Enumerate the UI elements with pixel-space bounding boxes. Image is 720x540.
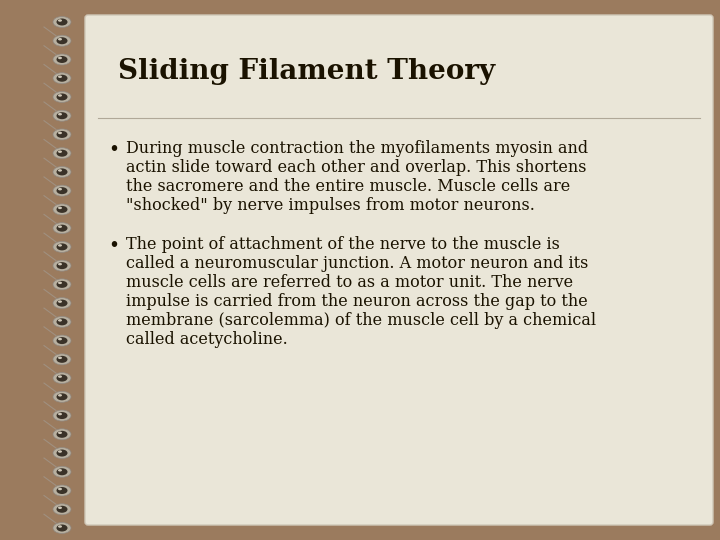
- Ellipse shape: [53, 166, 71, 178]
- Ellipse shape: [53, 260, 71, 271]
- Ellipse shape: [58, 169, 62, 172]
- Ellipse shape: [56, 487, 68, 494]
- Ellipse shape: [56, 375, 68, 382]
- Ellipse shape: [53, 241, 71, 252]
- Ellipse shape: [53, 147, 71, 159]
- Ellipse shape: [58, 319, 62, 322]
- Ellipse shape: [58, 450, 62, 453]
- Ellipse shape: [53, 316, 71, 327]
- Ellipse shape: [53, 185, 71, 196]
- Ellipse shape: [56, 150, 68, 157]
- Ellipse shape: [58, 488, 62, 490]
- Text: impulse is carried from the neuron across the gap to the: impulse is carried from the neuron acros…: [126, 293, 588, 310]
- Ellipse shape: [53, 129, 71, 140]
- Text: actin slide toward each other and overlap. This shortens: actin slide toward each other and overla…: [126, 159, 587, 176]
- Ellipse shape: [53, 222, 71, 234]
- Ellipse shape: [56, 225, 68, 232]
- Ellipse shape: [53, 373, 71, 383]
- Ellipse shape: [58, 525, 62, 528]
- Text: the sacromere and the entire muscle. Muscle cells are: the sacromere and the entire muscle. Mus…: [126, 178, 570, 195]
- Ellipse shape: [53, 523, 71, 534]
- Ellipse shape: [53, 448, 71, 458]
- Ellipse shape: [53, 410, 71, 421]
- Ellipse shape: [56, 524, 68, 531]
- Ellipse shape: [56, 337, 68, 344]
- Text: Sliding Filament Theory: Sliding Filament Theory: [118, 58, 495, 85]
- Ellipse shape: [56, 93, 68, 100]
- Ellipse shape: [58, 431, 62, 434]
- Ellipse shape: [56, 56, 68, 63]
- Ellipse shape: [53, 35, 71, 46]
- Ellipse shape: [58, 57, 62, 59]
- Ellipse shape: [56, 168, 68, 176]
- Ellipse shape: [56, 449, 68, 456]
- Ellipse shape: [53, 110, 71, 121]
- Ellipse shape: [56, 393, 68, 400]
- Ellipse shape: [58, 38, 62, 40]
- Ellipse shape: [53, 429, 71, 440]
- Ellipse shape: [56, 206, 68, 213]
- Ellipse shape: [56, 187, 68, 194]
- Ellipse shape: [58, 356, 62, 359]
- Text: During muscle contraction the myofilaments myosin and: During muscle contraction the myofilamen…: [126, 140, 588, 157]
- Ellipse shape: [56, 468, 68, 475]
- Ellipse shape: [58, 375, 62, 378]
- Ellipse shape: [56, 281, 68, 288]
- Ellipse shape: [58, 207, 62, 209]
- Ellipse shape: [53, 466, 71, 477]
- Ellipse shape: [56, 356, 68, 363]
- Text: The point of attachment of the nerve to the muscle is: The point of attachment of the nerve to …: [126, 236, 560, 253]
- Text: •: •: [108, 236, 119, 255]
- Ellipse shape: [53, 54, 71, 65]
- Ellipse shape: [53, 17, 71, 28]
- Ellipse shape: [58, 151, 62, 153]
- Ellipse shape: [56, 131, 68, 138]
- Ellipse shape: [56, 37, 68, 44]
- Ellipse shape: [56, 300, 68, 307]
- Ellipse shape: [58, 469, 62, 471]
- Ellipse shape: [53, 298, 71, 309]
- Ellipse shape: [53, 335, 71, 346]
- Ellipse shape: [56, 262, 68, 269]
- Ellipse shape: [58, 394, 62, 396]
- Ellipse shape: [56, 75, 68, 82]
- Ellipse shape: [53, 504, 71, 515]
- Ellipse shape: [56, 244, 68, 251]
- Text: membrane (sarcolemma) of the muscle cell by a chemical: membrane (sarcolemma) of the muscle cell…: [126, 312, 596, 329]
- FancyBboxPatch shape: [85, 15, 713, 525]
- Ellipse shape: [58, 19, 62, 22]
- Ellipse shape: [56, 319, 68, 326]
- Ellipse shape: [58, 225, 62, 228]
- Text: "shocked" by nerve impulses from motor neurons.: "shocked" by nerve impulses from motor n…: [126, 197, 535, 214]
- Ellipse shape: [53, 354, 71, 365]
- Ellipse shape: [53, 91, 71, 103]
- Ellipse shape: [53, 392, 71, 402]
- Ellipse shape: [58, 244, 62, 247]
- Ellipse shape: [58, 132, 62, 134]
- Ellipse shape: [58, 188, 62, 191]
- Ellipse shape: [56, 431, 68, 438]
- Text: muscle cells are referred to as a motor unit. The nerve: muscle cells are referred to as a motor …: [126, 274, 573, 291]
- Ellipse shape: [56, 18, 68, 25]
- Ellipse shape: [56, 112, 68, 119]
- Ellipse shape: [58, 338, 62, 340]
- Ellipse shape: [58, 76, 62, 78]
- Text: •: •: [108, 140, 119, 159]
- Ellipse shape: [58, 507, 62, 509]
- Ellipse shape: [58, 263, 62, 265]
- Ellipse shape: [53, 279, 71, 290]
- Ellipse shape: [58, 282, 62, 284]
- Text: called a neuromuscular junction. A motor neuron and its: called a neuromuscular junction. A motor…: [126, 255, 588, 272]
- Ellipse shape: [58, 94, 62, 97]
- Ellipse shape: [53, 485, 71, 496]
- Text: called acetycholine.: called acetycholine.: [126, 331, 288, 348]
- Ellipse shape: [56, 412, 68, 419]
- Ellipse shape: [58, 300, 62, 303]
- Ellipse shape: [56, 506, 68, 513]
- Ellipse shape: [58, 113, 62, 116]
- Ellipse shape: [53, 73, 71, 84]
- Ellipse shape: [58, 413, 62, 415]
- Ellipse shape: [53, 204, 71, 215]
